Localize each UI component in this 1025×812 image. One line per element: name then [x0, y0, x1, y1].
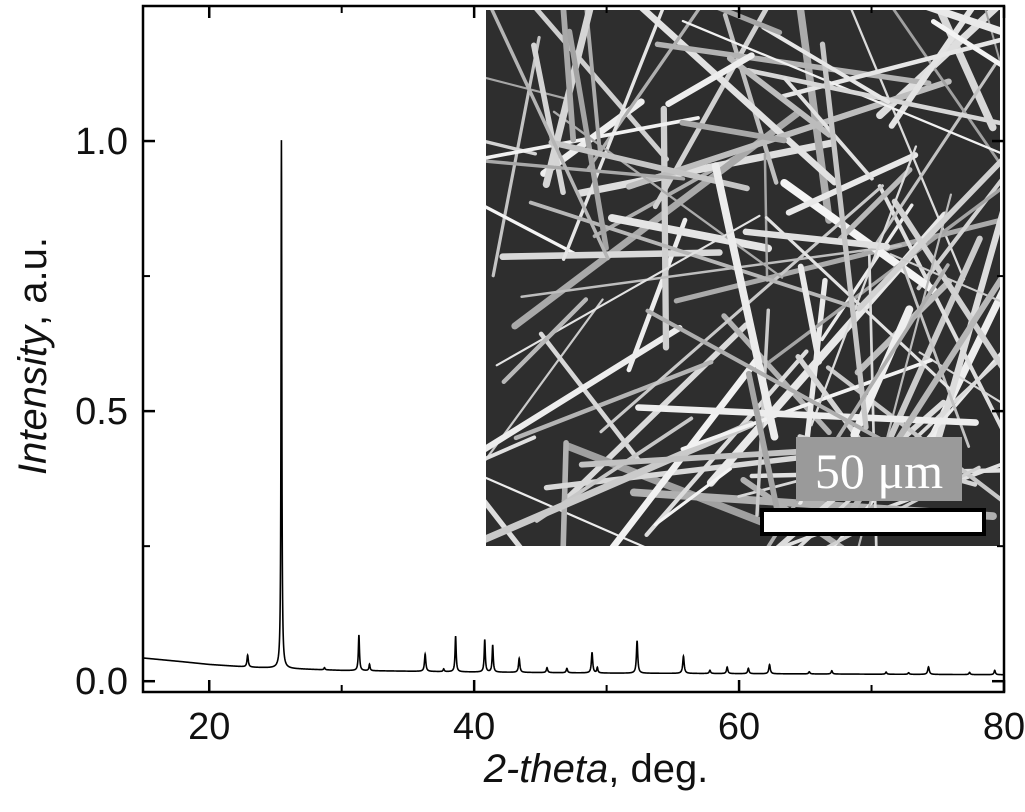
nanorod — [891, 198, 1000, 369]
nanorod — [495, 214, 761, 367]
nanorod — [673, 218, 1000, 304]
nanorod — [576, 139, 836, 197]
nanorod — [654, 41, 932, 86]
nanorod — [635, 404, 979, 426]
nanorod — [501, 297, 589, 384]
nanorod — [561, 322, 749, 505]
y-tick-label: 0.0 — [75, 661, 128, 703]
nanorod — [653, 467, 732, 527]
nanorod — [486, 116, 700, 160]
x-tick-label: 40 — [453, 706, 495, 748]
nanorod — [639, 10, 838, 186]
nanorod — [888, 10, 975, 129]
axis-tick-labels: 20 40 60 80 0.0 0.5 1.0 — [75, 121, 1025, 748]
nanorod — [548, 139, 750, 192]
nanorod — [490, 10, 610, 261]
nanorod — [785, 152, 919, 216]
nanorod — [561, 10, 665, 261]
x-axis-title: 2-theta, deg. — [483, 747, 709, 791]
xrd-pattern-line — [143, 140, 1004, 676]
nanorod — [486, 420, 755, 543]
nanorod — [538, 331, 642, 464]
nanorod — [520, 244, 902, 298]
nanorod — [528, 200, 859, 310]
nanorod-texture — [486, 10, 1000, 546]
y-tick-label: 0.5 — [75, 391, 128, 433]
nanorod — [889, 253, 1000, 303]
nanorod — [486, 476, 645, 546]
nanorod — [810, 145, 918, 427]
nanorod — [513, 359, 714, 441]
nanorod — [856, 158, 1000, 312]
nanorod — [660, 105, 670, 351]
y-axis-title-rest: , a.u. — [11, 237, 55, 326]
nanorod — [486, 159, 686, 181]
scale-bar — [760, 508, 986, 536]
nanorod — [560, 10, 577, 143]
nanorod — [486, 324, 683, 452]
nanorod — [926, 10, 1000, 35]
nanorod — [679, 119, 787, 144]
nanorod — [745, 370, 783, 527]
y-axis-title: Intensity, a.u. — [11, 237, 55, 475]
nanorod — [486, 298, 604, 462]
nanorod — [901, 262, 971, 448]
nanorod — [876, 235, 983, 466]
nanorod — [542, 10, 594, 188]
x-tick-label: 80 — [983, 706, 1025, 748]
nanorod — [566, 28, 609, 251]
nanorod — [930, 19, 1000, 68]
nanorod — [783, 76, 874, 181]
nanorod — [837, 167, 913, 242]
axis-ticks — [143, 6, 1006, 692]
nanorod — [820, 203, 914, 342]
nanorod — [797, 263, 822, 365]
nanorod — [711, 162, 779, 441]
nanorod — [819, 41, 869, 430]
nanorod — [552, 110, 784, 279]
y-tick-label: 1.0 — [75, 121, 128, 163]
plot-frame — [141, 4, 1006, 694]
nanorod — [872, 61, 998, 249]
nanorod — [486, 205, 578, 256]
x-tick-label: 20 — [188, 706, 230, 748]
nanorod — [761, 25, 891, 104]
nanorod — [717, 10, 783, 35]
nanorod — [599, 184, 884, 434]
nanorod — [491, 35, 541, 278]
nanorod — [586, 10, 701, 171]
nanorod — [745, 68, 1000, 126]
nanorod — [665, 52, 755, 107]
nanorod — [742, 228, 891, 250]
nanorod — [608, 214, 772, 253]
nanorod — [892, 10, 1000, 166]
nanorod — [486, 499, 523, 546]
nanorod — [626, 217, 688, 373]
nanorod — [726, 55, 833, 138]
sem-inset-image: 50 μm — [486, 10, 1000, 546]
nanorod — [486, 435, 537, 461]
nanorod — [984, 10, 1000, 66]
scale-bar-label: 50 μm — [815, 443, 943, 499]
nanorod — [609, 356, 761, 546]
nanorod — [680, 358, 933, 451]
x-axis-title-rest: , deg. — [608, 747, 708, 791]
y-axis-title-italic: Intensity — [11, 323, 55, 475]
scale-bar-label-box — [796, 437, 962, 501]
x-tick-label: 60 — [718, 706, 760, 748]
x-axis-title-italic: 2-theta — [483, 747, 609, 791]
